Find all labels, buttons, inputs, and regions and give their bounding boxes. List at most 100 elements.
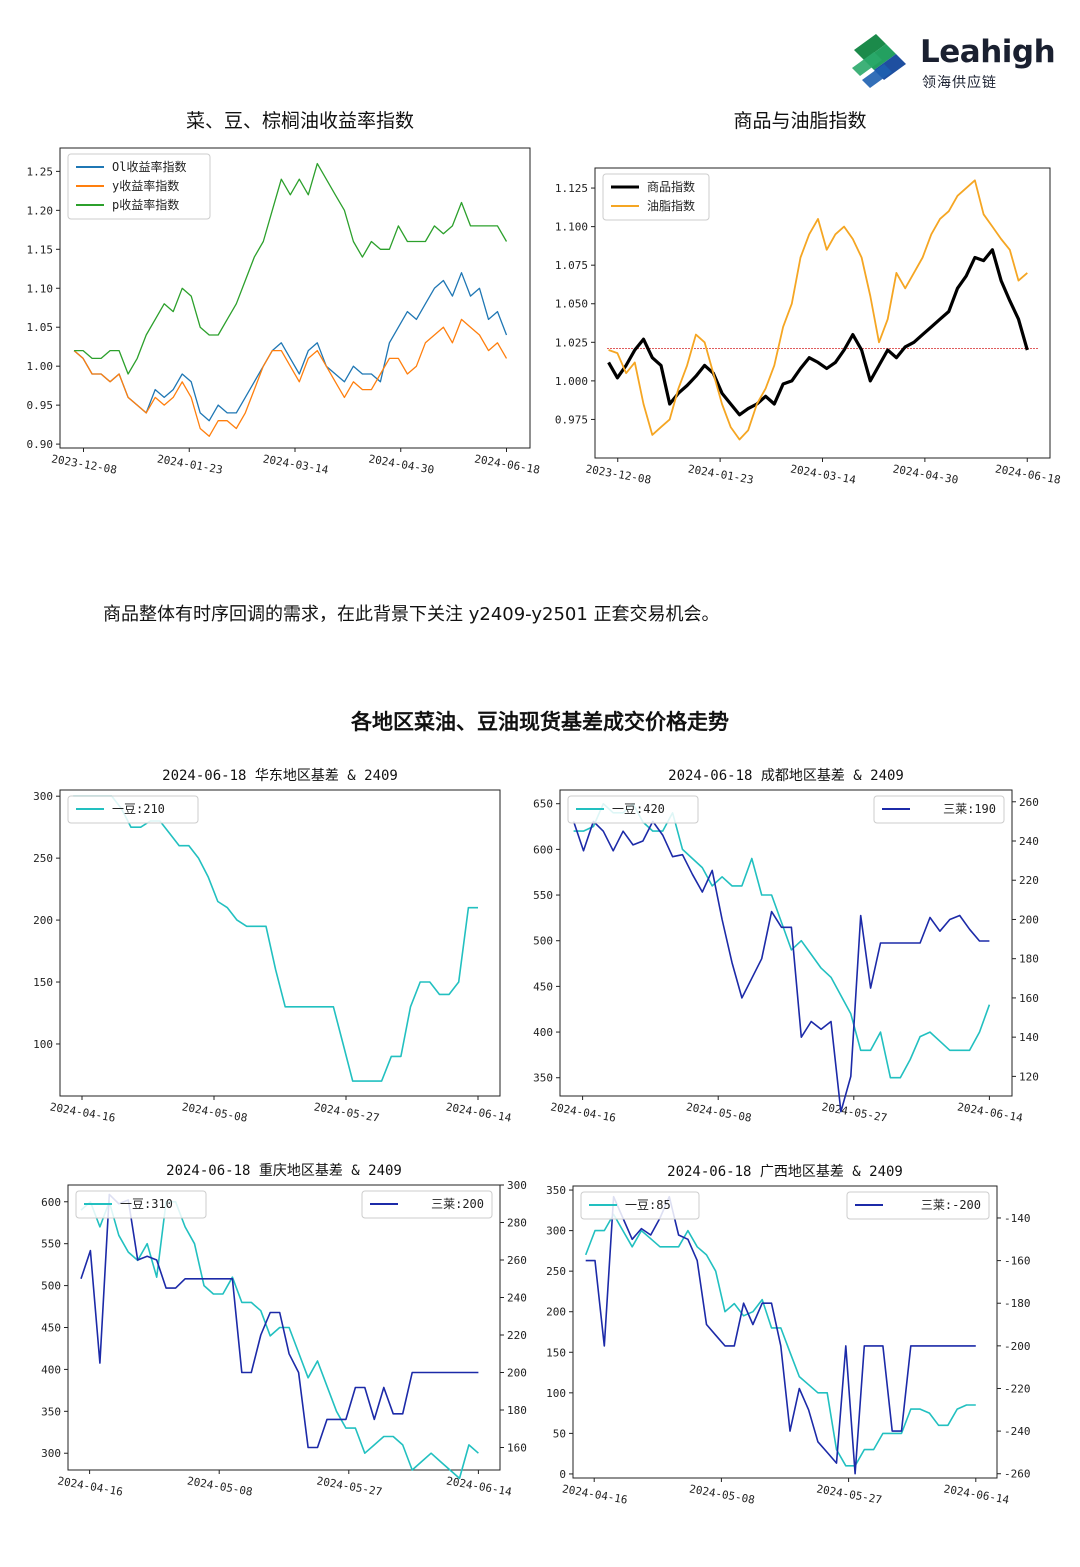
y-tick-label: 1.10 (27, 282, 54, 295)
y2-tick-label: 200 (507, 1367, 527, 1380)
series-line-0 (73, 795, 478, 1082)
y-tick-label: 250 (33, 852, 53, 865)
y-tick-label: 1.100 (555, 221, 588, 234)
x-tick-label: 2024-04-16 (561, 1482, 628, 1506)
x-tick-label: 2024-06-14 (956, 1100, 1024, 1124)
x-tick-label: 2024-05-27 (821, 1100, 888, 1124)
chart-commodity-oil-index: 0.975 1.000 1.025 1.050 1.075 1.100 1.125 2023-… (555, 167, 1062, 487)
series-line-0 (573, 802, 991, 1079)
legend-label: 一豆:210 (112, 802, 165, 816)
y-tick-label: 250 (546, 1265, 566, 1278)
y2-tick-label: 280 (507, 1217, 527, 1230)
y-tick-label: 600 (41, 1196, 61, 1209)
legend-box (567, 795, 699, 824)
y2-tick-label: -200 (1004, 1340, 1031, 1353)
x-tick-label: 2024-05-27 (815, 1482, 882, 1506)
x-tick-label: 2024-06-18 (473, 452, 540, 476)
x-tick-label: 2024-03-14 (262, 452, 330, 476)
y-tick-label: 400 (41, 1363, 61, 1376)
series-line-1 (572, 820, 990, 1113)
y-tick-label: 400 (533, 1026, 553, 1039)
x-tick-label: 2024-05-27 (316, 1474, 383, 1498)
y-tick-label: 1.075 (555, 259, 588, 272)
y-tick-label: 1.050 (555, 298, 588, 311)
y2-tick-label: 220 (1019, 874, 1039, 887)
y-tick-label: 450 (533, 980, 553, 993)
y-tick-label: 0.90 (27, 438, 54, 451)
legend-label: 三莱:200 (431, 1197, 484, 1211)
y2-tick-label: 180 (1019, 953, 1039, 966)
top-right-chart-title: 商品与油脂指数 (733, 110, 867, 132)
x-tick-label: 2024-05-08 (181, 1100, 248, 1124)
series-line-2 (74, 162, 508, 375)
x-tick-label: 2024-05-08 (186, 1474, 253, 1498)
y-tick-label: 350 (533, 1072, 553, 1085)
y-tick-label: 1.00 (27, 360, 54, 373)
y-tick-label: 500 (41, 1280, 61, 1293)
chart-title: 2024-06-18 广西地区基差 & 2409 (667, 1163, 903, 1180)
legend-label: 一豆:310 (120, 1197, 173, 1211)
y-tick-label: 150 (33, 976, 53, 989)
y2-tick-label: -160 (1004, 1255, 1031, 1268)
x-tick-label: 2024-03-14 (789, 462, 857, 486)
y-tick-label: 300 (33, 790, 53, 803)
y-tick-label: 1.15 (27, 243, 54, 256)
y2-tick-label: -180 (1004, 1297, 1031, 1310)
legend-label: 商品指数 (647, 179, 695, 194)
x-tick-label: 2024-04-30 (368, 452, 435, 476)
y2-tick-label: 240 (507, 1292, 527, 1305)
x-tick-label: 2024-01-23 (156, 452, 223, 476)
section-title: 各地区菜油、豆油现货基差成交价格走势 (351, 710, 729, 734)
chart-chengdu-basis: 2024-06-18 成都地区基差 & 2409 350 400 450 500 550 6… (533, 767, 1039, 1125)
x-tick-label: 2024-05-08 (685, 1100, 752, 1124)
y2-tick-label: 160 (1019, 992, 1039, 1005)
y2-tick-label: 160 (507, 1442, 527, 1455)
y2-tick-label: -260 (1004, 1468, 1031, 1481)
series-line-0 (80, 1200, 479, 1480)
y-tick-label: 0.975 (555, 413, 588, 426)
y2-tick-label: 260 (1019, 796, 1039, 809)
y-tick-label: 1.125 (555, 182, 588, 195)
y2-tick-label: 200 (1019, 913, 1039, 926)
y-tick-label: 300 (546, 1225, 566, 1238)
y-tick-label: 350 (546, 1184, 566, 1197)
legend-box (846, 1191, 990, 1220)
y2-tick-label: -240 (1004, 1425, 1031, 1438)
logo-mark-icon (852, 34, 906, 88)
y-tick-label: 1.05 (27, 321, 54, 334)
legend-box (75, 1190, 207, 1219)
legend-box (361, 1190, 493, 1219)
x-tick-label: 2024-06-14 (943, 1482, 1011, 1506)
chart-guangxi-basis: 2024-06-18 广西地区基差 & 2409 0 50 100 150 200 250 3… (546, 1163, 1031, 1507)
legend-label: p收益率指数 (112, 197, 179, 212)
x-tick-label: 2024-04-16 (49, 1100, 116, 1124)
legend-box (67, 795, 199, 824)
plot-frame (59, 789, 501, 1097)
legend-label: 一豆:420 (612, 802, 665, 816)
chart-huadong-basis: 2024-06-18 华东地区基差 & 2409 100 150 200 250 300 2… (33, 767, 513, 1125)
y-tick-label: 450 (41, 1322, 61, 1335)
x-tick-label: 2024-04-30 (892, 462, 959, 486)
chart-title: 2024-06-18 华东地区基差 & 2409 (162, 767, 398, 784)
series-line-0 (73, 272, 508, 422)
legend-box (873, 795, 1005, 824)
y-tick-label: 50 (553, 1427, 566, 1440)
series-line-0 (584, 1213, 976, 1467)
y-tick-label: 100 (546, 1387, 566, 1400)
x-tick-label: 2024-06-18 (994, 462, 1061, 486)
top-left-chart-title: 菜、豆、棕榈油收益率指数 (185, 110, 414, 132)
legend-label: 油脂指数 (647, 198, 695, 213)
y-tick-label: 200 (546, 1306, 566, 1319)
y-tick-label: 650 (533, 798, 553, 811)
plot-frame (572, 1185, 998, 1479)
legend-box (580, 1191, 700, 1220)
x-tick-label: 2024-05-08 (688, 1482, 755, 1506)
x-tick-label: 2023-12-08 (585, 462, 652, 486)
chart-chongqing-basis: 2024-06-18 重庆地区基差 & 2409 300 350 400 450 500 5… (41, 1162, 527, 1499)
y-tick-label: 1.25 (27, 165, 54, 178)
y-tick-label: 0 (559, 1468, 566, 1481)
legend-label: 一豆:85 (625, 1198, 671, 1212)
series-line-1 (608, 179, 1028, 441)
x-tick-label: 2024-04-16 (56, 1474, 123, 1498)
y-tick-label: 550 (41, 1238, 61, 1251)
